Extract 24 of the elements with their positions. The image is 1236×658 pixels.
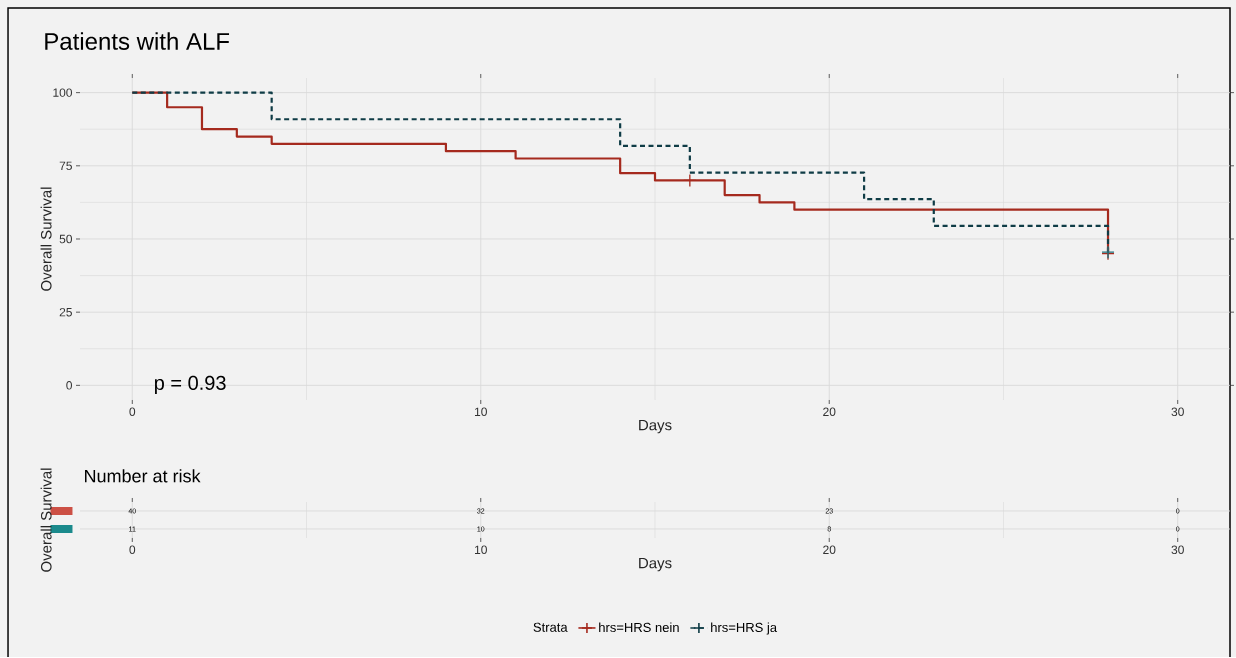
legend-title: Strata [533,622,568,632]
y-axis-title: Overall Survival [40,187,52,291]
legend-label: hrs=HRS ja [711,622,778,635]
annotation: p = 0.93 [154,375,226,395]
category-label: 0 [129,545,136,555]
legend-label: hrs=HRS nein [599,622,679,633]
text: Days [639,558,672,572]
data-label: 10 [475,545,487,555]
x-tick-label: 0 [129,407,136,417]
y-tick-label: 25 [59,308,72,317]
category-label: 20 [823,545,836,555]
text: Overall Survival [40,468,52,572]
y-tick-label: 0 [66,381,73,390]
y-tick-label: 75 [59,161,72,171]
chart-title: Patients with ALF [45,32,230,51]
x-tick-label: 10 [475,407,487,417]
category-label: 30 [1171,545,1184,555]
text: Number at risk [85,469,201,483]
x-tick-label: 20 [823,407,836,417]
x-axis-title: Days [639,420,672,434]
x-tick-label: 30 [1171,407,1184,417]
point [683,173,697,188]
y-tick-label: 50 [59,234,73,244]
y-tick-label: 100 [53,88,73,97]
